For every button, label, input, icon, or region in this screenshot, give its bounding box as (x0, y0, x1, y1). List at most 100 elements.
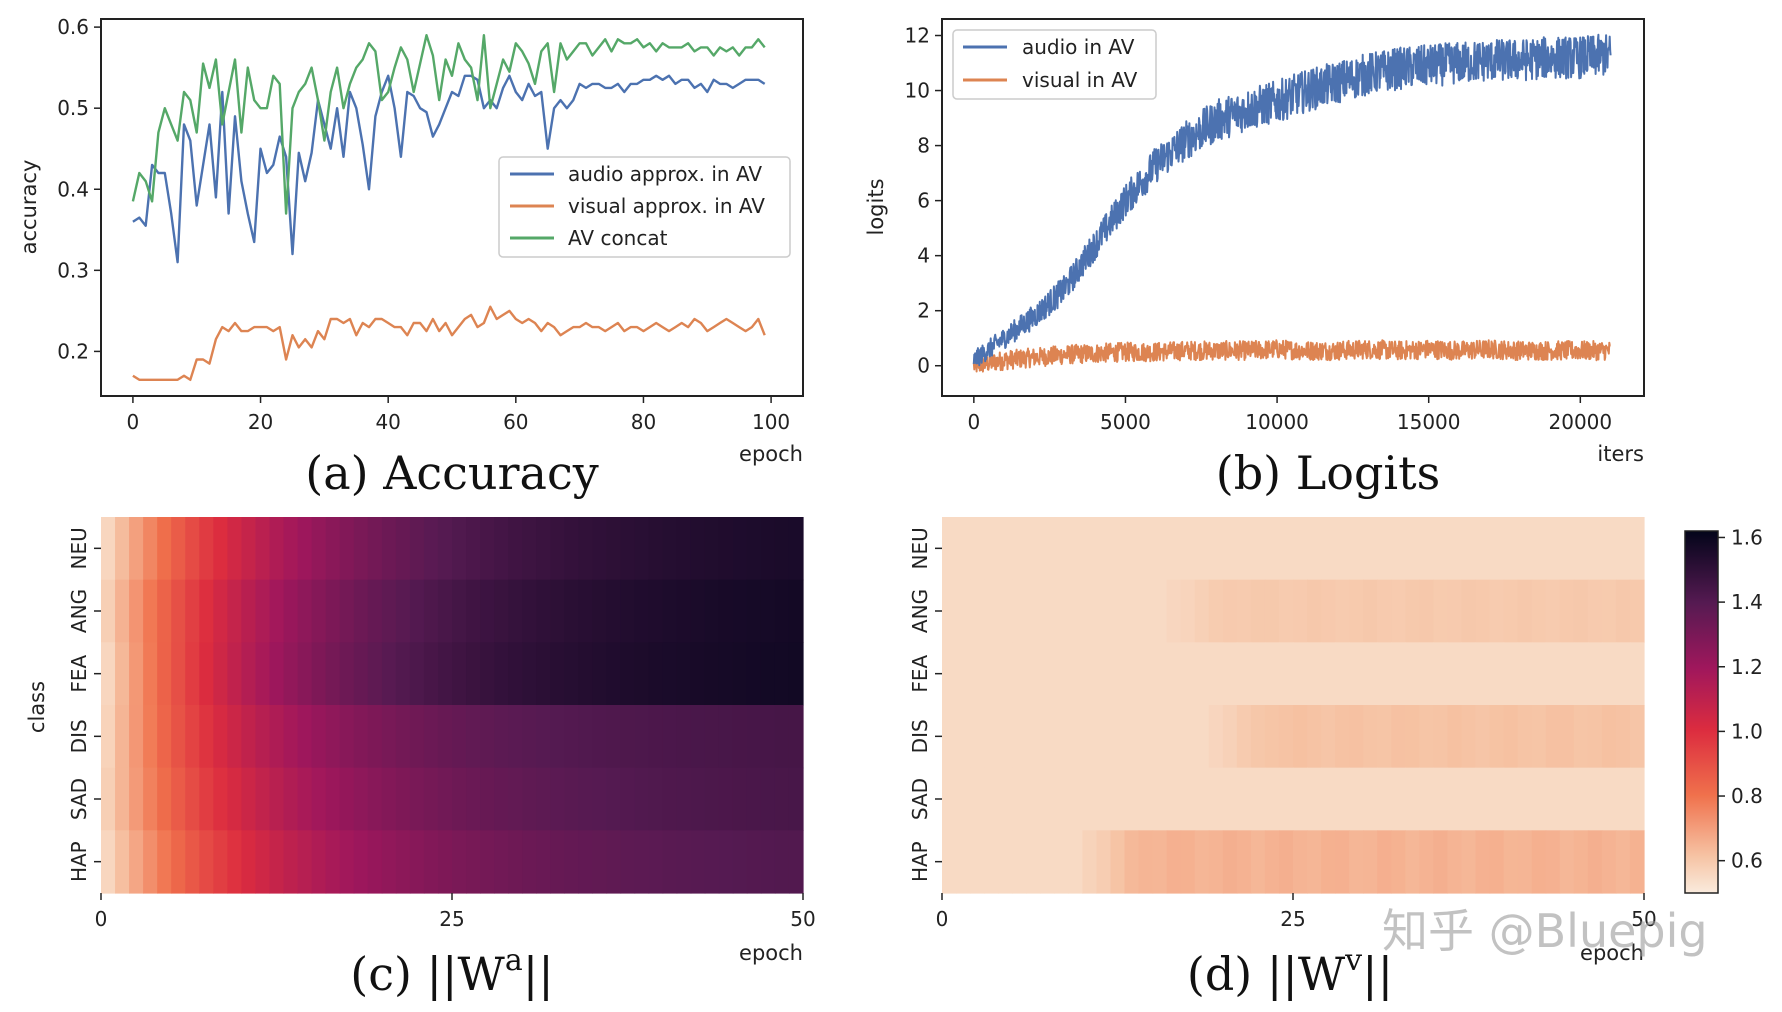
heat-cell (1475, 579, 1491, 643)
heat-cell (620, 642, 636, 706)
heat-cell (1026, 705, 1041, 769)
heat-cell (1615, 642, 1631, 706)
heat-cell (1236, 767, 1252, 831)
heat-cell (1054, 830, 1069, 894)
heat-cell (1068, 642, 1083, 706)
heat-cell (1335, 767, 1350, 831)
heat-cell (1377, 830, 1392, 894)
heat-cell (227, 579, 242, 643)
legend-label-av-concat: AV concat (568, 226, 668, 250)
heat-cell (1278, 517, 1294, 581)
caption-accuracy: (a) Accuracy (305, 446, 598, 500)
x-tick-label: 100 (752, 410, 790, 434)
heat-cell (1615, 517, 1631, 581)
heat-cell (1026, 767, 1041, 831)
y-tick-label: 0.3 (57, 258, 89, 282)
x-tick-label: 60 (503, 410, 528, 434)
x-tick-label: 5000 (1100, 410, 1151, 434)
row-label-neu: NEU (908, 527, 932, 569)
heat-cell (1573, 642, 1589, 706)
heat-cell (1054, 767, 1069, 831)
heat-cell (1040, 830, 1055, 894)
heat-cell (143, 767, 158, 831)
heat-cell (536, 517, 551, 581)
heat-cell (1180, 830, 1196, 894)
heat-cell (339, 642, 355, 706)
caption-Wv-main: (d) ||W (1187, 947, 1346, 1001)
heat-cell (1615, 767, 1631, 831)
colorbar-gradient (1684, 530, 1719, 894)
heat-cell (578, 579, 593, 643)
heat-cell (1349, 767, 1364, 831)
heat-cell (171, 705, 186, 769)
heat-cell (1531, 767, 1547, 831)
heat-cell (1307, 830, 1322, 894)
heat-cell (115, 517, 130, 581)
heat-cell (1517, 705, 1533, 769)
heat-cell (1405, 517, 1420, 581)
heat-cell (746, 767, 762, 831)
heat-cell (311, 642, 327, 706)
caption-Wa: (c) ||Wa|| (350, 943, 553, 1001)
heat-cell (367, 830, 383, 894)
heat-cell (1012, 579, 1027, 643)
heat-cell (339, 517, 355, 581)
Wa-xlabel: epoch (739, 941, 803, 965)
caption-Wa-main: (c) ||W (350, 947, 505, 1001)
heat-cell (970, 642, 985, 706)
accuracy-series-lines (131, 34, 766, 381)
heat-cell (956, 830, 971, 894)
heat-cell (1152, 642, 1168, 706)
heat-cell (606, 767, 622, 831)
heat-cell (956, 705, 971, 769)
heat-cell (1138, 517, 1154, 581)
heat-cell (1124, 642, 1140, 706)
x-tick-label: 20000 (1549, 410, 1613, 434)
y-tick-label: 8 (917, 134, 930, 158)
heat-cell (634, 767, 650, 831)
heat-cell (1615, 705, 1631, 769)
heat-cell (1475, 517, 1491, 581)
heat-cell (606, 642, 622, 706)
heat-cell (1363, 830, 1378, 894)
heat-cell (1517, 767, 1533, 831)
heat-cell (1096, 705, 1112, 769)
heat-cell (1391, 642, 1406, 706)
heat-cell (1517, 642, 1533, 706)
heat-cell (1447, 830, 1463, 894)
heat-cell (437, 705, 453, 769)
heat-cell (199, 517, 214, 581)
heat-cell (1110, 705, 1126, 769)
y-tick-label: 0 (917, 354, 930, 378)
heat-cell (1054, 642, 1069, 706)
Wa-ticks: NEU ANG FEA DIS SAD HAP 0 25 50 (67, 527, 816, 931)
heat-cell (1321, 517, 1336, 581)
heat-cell (536, 642, 551, 706)
heat-cell (1096, 517, 1112, 581)
heat-cell (1531, 830, 1547, 894)
heat-cell (676, 705, 692, 769)
x-tick-label: 10000 (1245, 410, 1309, 434)
heat-cell (297, 767, 313, 831)
heat-cell (620, 705, 636, 769)
heat-cell (339, 579, 355, 643)
heat-cell (1419, 767, 1434, 831)
heat-cell (1419, 705, 1434, 769)
heat-cell (1363, 642, 1378, 706)
heat-cell (564, 830, 579, 894)
heat-cell (648, 830, 664, 894)
heat-cell (1264, 705, 1280, 769)
heat-cell (1447, 517, 1463, 581)
heat-cell (466, 705, 481, 769)
heat-cell (213, 517, 228, 581)
heat-cell (381, 517, 397, 581)
heat-cell (213, 642, 228, 706)
heat-cell (185, 517, 200, 581)
heat-cell (760, 642, 776, 706)
Wv-heatmap-cells (942, 517, 1645, 894)
heat-cell (984, 830, 999, 894)
heat-cell (115, 830, 130, 894)
heat-cell (718, 830, 734, 894)
heat-cell (437, 830, 453, 894)
